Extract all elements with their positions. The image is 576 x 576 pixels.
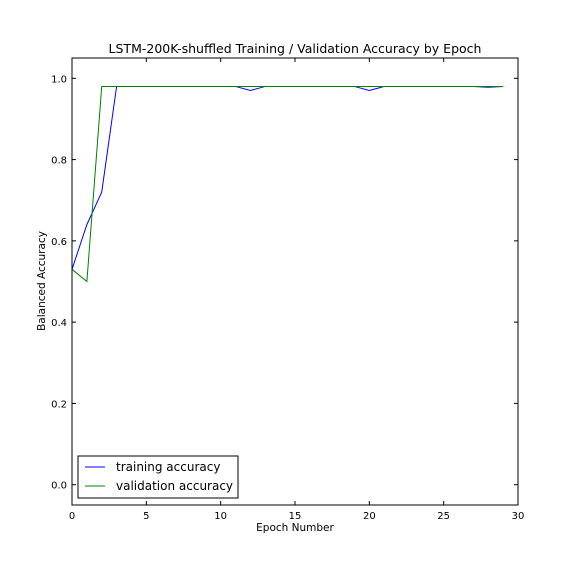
y-tick-label: 0.4 xyxy=(51,318,67,329)
x-tick-label: 30 xyxy=(512,511,525,522)
legend: training accuracy validation accuracy xyxy=(77,455,239,499)
legend-box xyxy=(77,455,239,499)
y-tick-label: 0.2 xyxy=(51,399,67,410)
y-axis-ticks: 0.0 0.2 0.4 0.6 0.8 1.0 xyxy=(51,74,518,492)
x-tick-label: 25 xyxy=(437,511,450,522)
x-tick-label: 20 xyxy=(363,511,376,522)
y-tick-label: 1.0 xyxy=(51,74,67,85)
y-tick-label: 0.8 xyxy=(51,156,67,167)
x-axis-title: Epoch Number xyxy=(256,522,334,534)
x-tick-label: 5 xyxy=(143,511,149,522)
x-tick-label: 15 xyxy=(289,511,302,522)
y-axis-title: Balanced Accuracy xyxy=(36,231,48,331)
series-line-validation xyxy=(71,85,504,283)
series-layer xyxy=(71,85,504,283)
legend-label-training: training accuracy xyxy=(116,460,220,474)
x-axis-ticks: 0 5 10 15 20 25 30 xyxy=(69,58,525,522)
x-tick-label: 0 xyxy=(69,511,75,522)
x-tick-label: 10 xyxy=(214,511,227,522)
legend-label-validation: validation accuracy xyxy=(116,479,233,493)
y-tick-label: 0.0 xyxy=(51,481,67,492)
y-tick-label: 0.6 xyxy=(51,237,67,248)
chart-title: LSTM-200K-shuffled Training / Validation… xyxy=(109,41,482,56)
